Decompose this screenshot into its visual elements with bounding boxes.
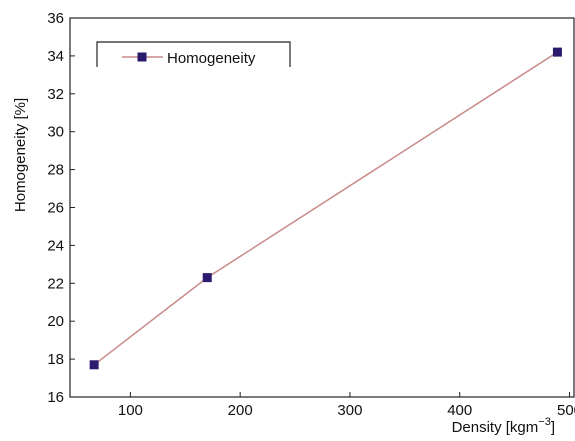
x-axis-title-superscript: −3 [538, 416, 551, 428]
x-tick-label: 400 [447, 402, 472, 419]
plot-frame [69, 17, 575, 398]
y-tick-label: 16 [47, 389, 64, 406]
x-tick-label: 500 [557, 402, 575, 419]
x-axis-ticks: 100 200 300 400 500 [118, 392, 575, 419]
legend-frame [96, 41, 291, 67]
y-tick-label: 24 [47, 237, 64, 254]
y-axis-ticks: 16 18 20 22 24 26 28 30 32 34 36 [47, 10, 75, 406]
y-tick-label: 26 [47, 200, 64, 217]
data-point-marker [89, 360, 99, 370]
x-tick-label: 100 [118, 402, 143, 419]
plot-area-border [69, 17, 575, 398]
y-tick-label: 34 [47, 48, 64, 65]
data-point-marker [202, 273, 212, 283]
y-tick-label: 36 [47, 10, 64, 27]
y-tick-label: 22 [47, 275, 64, 292]
y-tick-label: 18 [47, 351, 64, 368]
y-tick-label: 20 [47, 313, 64, 330]
series-layer [89, 47, 562, 370]
x-axis-title: Density [kgm−3] [452, 416, 555, 436]
data-point-marker [552, 47, 562, 57]
x-tick-label: 300 [337, 402, 362, 419]
y-tick-label: 30 [47, 124, 64, 141]
x-tick-label: 200 [228, 402, 253, 419]
y-tick-label: 28 [47, 162, 64, 179]
legend: Homogeneity [96, 41, 291, 67]
legend-entry-label: Homogeneity [167, 50, 256, 67]
series-line [93, 51, 558, 366]
y-axis-title: Homogeneity [%] [12, 98, 29, 212]
y-tick-label: 32 [47, 86, 64, 103]
legend-marker-sample [137, 52, 147, 62]
